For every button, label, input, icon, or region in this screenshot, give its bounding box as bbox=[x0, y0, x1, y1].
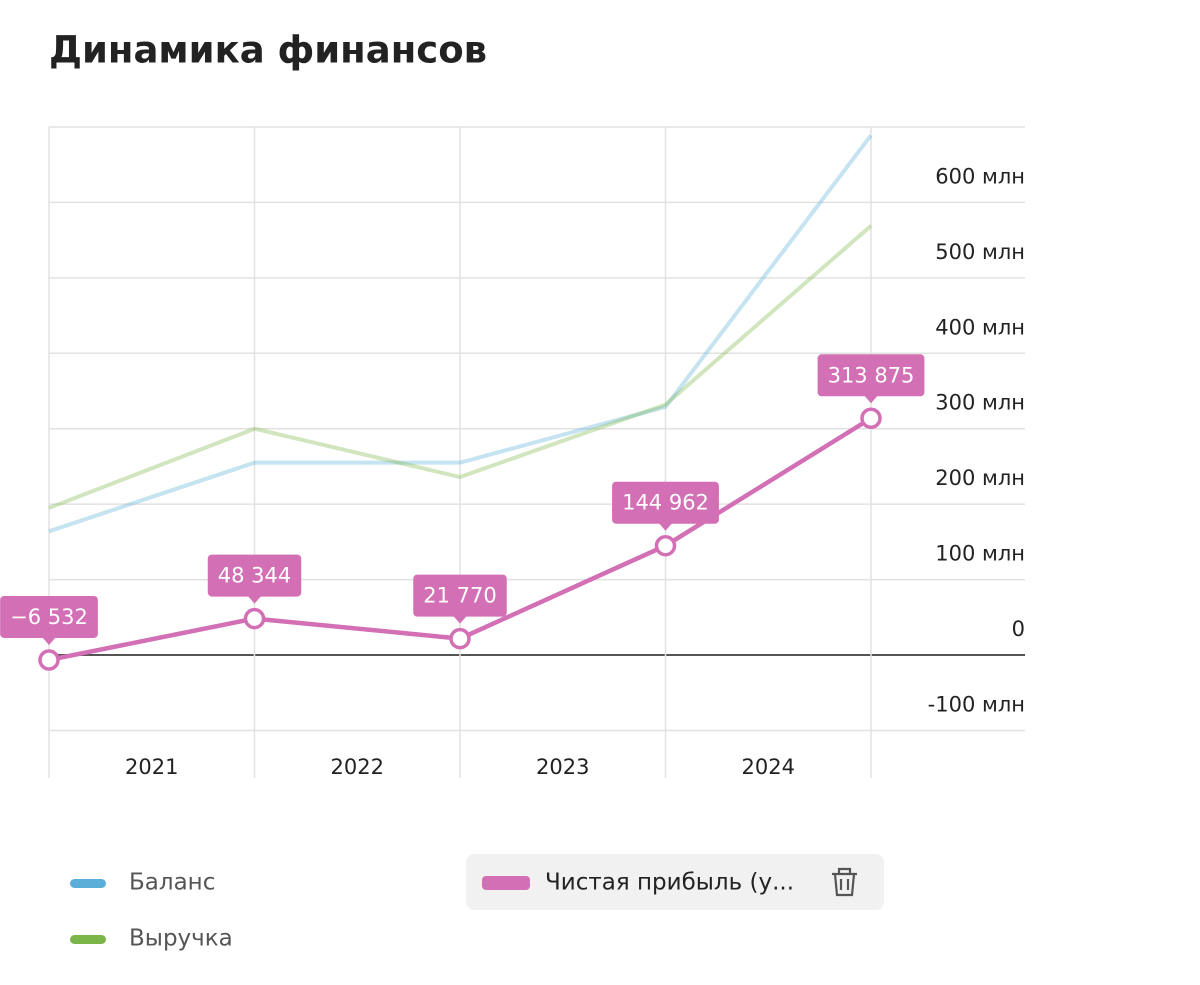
point bbox=[654, 534, 677, 557]
point bbox=[243, 607, 266, 630]
y-tick-label: -100 млн bbox=[928, 692, 1025, 716]
legend-label[interactable]: Выручка bbox=[129, 926, 233, 952]
data-label: 313 875 bbox=[817, 354, 925, 404]
label-pointer bbox=[864, 395, 878, 404]
x-tick-label: 2021 bbox=[125, 755, 178, 779]
label-box bbox=[817, 354, 925, 397]
data-label: 21 770 bbox=[413, 574, 507, 624]
y-tick-label: 400 млн bbox=[935, 315, 1025, 339]
value-label: 313 875 bbox=[828, 363, 915, 387]
delete-icon[interactable] bbox=[832, 867, 857, 897]
legend-label[interactable]: Чистая прибыль (у... bbox=[545, 870, 794, 896]
y-tick-label: 600 млн bbox=[935, 164, 1025, 188]
label-box bbox=[0, 595, 98, 638]
data-label: −6 532 bbox=[0, 595, 98, 645]
y-tick-label: 200 млн bbox=[935, 466, 1025, 490]
legend-swatch bbox=[482, 876, 530, 890]
series-line bbox=[48, 134, 873, 534]
x-tick-label: 2022 bbox=[331, 755, 384, 779]
legend-label[interactable]: Баланс bbox=[129, 870, 215, 896]
point bbox=[860, 407, 882, 430]
label-pointer bbox=[453, 615, 467, 624]
point bbox=[449, 627, 471, 650]
x-tick-label: 2023 bbox=[536, 755, 589, 779]
x-tick-label: 2024 bbox=[742, 755, 795, 779]
y-tick-label: 500 млн bbox=[935, 240, 1025, 264]
chart-title: Динамика финансов bbox=[49, 29, 487, 72]
data-label: 144 962 bbox=[612, 481, 719, 531]
label-box bbox=[413, 574, 507, 617]
label-box bbox=[207, 554, 302, 597]
legend-swatch bbox=[70, 935, 106, 944]
value-label: 21 770 bbox=[423, 584, 496, 608]
value-label: 48 344 bbox=[218, 564, 291, 588]
series-line bbox=[48, 224, 873, 510]
label-pointer bbox=[658, 522, 673, 531]
y-tick-label: 0 bbox=[1012, 617, 1025, 641]
value-label: −6 532 bbox=[10, 605, 88, 629]
legend-chip[interactable] bbox=[466, 854, 884, 910]
label-box bbox=[612, 481, 719, 524]
label-pointer bbox=[42, 636, 56, 645]
data-label: 48 344 bbox=[207, 554, 302, 604]
label-pointer bbox=[247, 595, 262, 604]
value-label: 144 962 bbox=[622, 491, 709, 515]
y-tick-label: 100 млн bbox=[935, 542, 1025, 566]
legend-swatch bbox=[70, 879, 106, 888]
y-tick-label: 300 млн bbox=[935, 391, 1025, 415]
point bbox=[38, 649, 60, 671]
